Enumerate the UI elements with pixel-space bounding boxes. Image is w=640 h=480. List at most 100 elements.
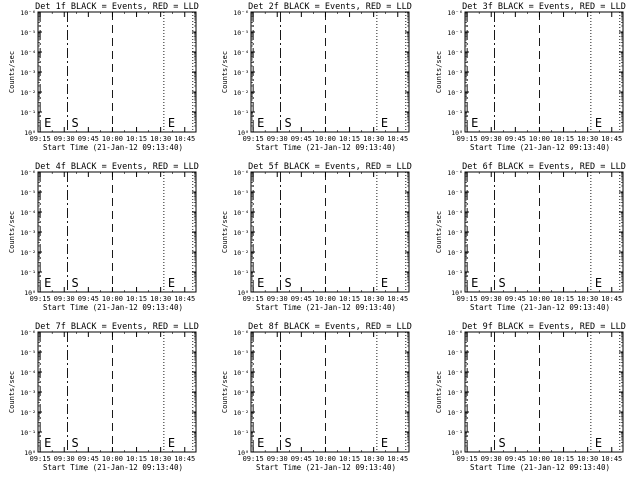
- y-tick-label: 10⁻²: [447, 249, 463, 257]
- time-marker-label: E: [257, 436, 264, 450]
- x-axis-label: Start Time (21-Jan-12 09:13:40): [470, 303, 610, 312]
- panel-det-3: Det 3f BLACK = Events, RED = LLD 10⁰ 10⁻¹ 1…: [435, 2, 626, 152]
- y-tick-label: 10⁻⁵: [20, 29, 36, 37]
- y-tick-label: 10⁻⁶: [20, 329, 36, 337]
- y-tick-label: 10⁻⁶: [20, 169, 36, 177]
- time-marker-label: S: [498, 436, 505, 450]
- plot-frame: [464, 171, 624, 293]
- y-tick-label: 10⁻³: [233, 229, 249, 237]
- time-marker-label: E: [595, 436, 602, 450]
- panel-title: Det 6f BLACK = Events, RED = LLD: [462, 162, 626, 172]
- y-tick-label: 10⁻²: [20, 89, 36, 97]
- y-tick-label: 10⁻³: [20, 229, 36, 237]
- y-tick-label: 10⁻⁵: [233, 189, 249, 197]
- time-marker-label: E: [44, 116, 51, 130]
- x-tick-label: 10:00: [315, 295, 336, 303]
- y-tick-label: 10⁻⁵: [233, 29, 249, 37]
- y-tick-label: 10⁻⁴: [20, 369, 36, 377]
- y-tick-label: 10⁰: [24, 289, 36, 297]
- y-axis-label: Counts/sec: [435, 371, 443, 413]
- y-tick-label: 10⁰: [237, 289, 249, 297]
- y-tick-label: 10⁻⁴: [447, 209, 463, 217]
- y-tick-label: 10⁻⁵: [20, 349, 36, 357]
- x-tick-label: 09:15: [30, 135, 51, 143]
- x-tick-label: 10:45: [174, 295, 195, 303]
- time-marker-label: E: [381, 436, 388, 450]
- y-tick-label: 10⁻⁴: [233, 209, 249, 217]
- x-tick-label: 10:15: [126, 135, 147, 143]
- plot-frame: [37, 331, 197, 453]
- y-tick-label: 10⁻⁶: [233, 169, 249, 177]
- y-tick-label: 10⁻⁴: [233, 369, 249, 377]
- x-tick-label: 09:15: [243, 135, 264, 143]
- x-tick-label: 09:30: [481, 455, 502, 463]
- x-tick-label: 10:00: [529, 135, 550, 143]
- y-tick-label: 10⁰: [24, 449, 36, 457]
- y-tick-label: 10⁻⁴: [20, 209, 36, 217]
- y-axis-label: Counts/sec: [8, 211, 16, 253]
- y-tick-label: 10⁻²: [20, 249, 36, 257]
- x-tick-label: 10:00: [315, 135, 336, 143]
- panel-title: Det 9f BLACK = Events, RED = LLD: [462, 322, 626, 332]
- y-tick-label: 10⁻¹: [233, 269, 249, 277]
- time-marker-label: E: [168, 116, 175, 130]
- panel-title: Det 1f BLACK = Events, RED = LLD: [35, 2, 199, 12]
- time-marker-label: S: [284, 436, 291, 450]
- y-tick-label: 10⁻¹: [447, 109, 463, 117]
- x-tick-label: 09:45: [505, 455, 526, 463]
- time-marker-label: E: [168, 436, 175, 450]
- x-tick-label: 09:30: [481, 295, 502, 303]
- time-marker-label: E: [44, 276, 51, 290]
- y-tick-label: 10⁻²: [233, 89, 249, 97]
- time-marker-label: E: [381, 276, 388, 290]
- x-tick-label: 09:45: [78, 295, 99, 303]
- y-axis-label: Counts/sec: [435, 211, 443, 253]
- x-tick-label: 09:15: [243, 455, 264, 463]
- time-marker-label: S: [284, 276, 291, 290]
- x-tick-label: 10:15: [339, 295, 360, 303]
- time-marker-label: S: [71, 436, 78, 450]
- x-tick-label: 10:15: [339, 455, 360, 463]
- panel-det-6: Det 6f BLACK = Events, RED = LLD 10⁰ 10⁻¹ 1…: [435, 162, 626, 312]
- x-tick-label: 09:45: [505, 295, 526, 303]
- x-axis-label: Start Time (21-Jan-12 09:13:40): [43, 303, 183, 312]
- x-tick-label: 10:30: [363, 455, 384, 463]
- x-tick-label: 10:45: [387, 455, 408, 463]
- time-marker-label: S: [71, 276, 78, 290]
- y-tick-label: 10⁻²: [447, 409, 463, 417]
- x-tick-label: 10:30: [577, 135, 598, 143]
- y-tick-label: 10⁻⁵: [233, 349, 249, 357]
- x-axis-label: Start Time (21-Jan-12 09:13:40): [256, 303, 396, 312]
- y-axis-label: Counts/sec: [8, 51, 16, 93]
- y-axis-label: Counts/sec: [221, 371, 229, 413]
- plot-frame: [37, 171, 197, 293]
- x-axis-label: Start Time (21-Jan-12 09:13:40): [256, 463, 396, 472]
- panel-title: Det 8f BLACK = Events, RED = LLD: [248, 322, 412, 332]
- y-tick-label: 10⁻⁴: [447, 49, 463, 57]
- plot-frame: [464, 11, 624, 133]
- panel-title: Det 5f BLACK = Events, RED = LLD: [248, 162, 412, 172]
- y-tick-label: 10⁻⁵: [447, 349, 463, 357]
- x-tick-label: 09:45: [78, 455, 99, 463]
- x-tick-label: 09:30: [267, 295, 288, 303]
- y-tick-label: 10⁻³: [447, 69, 463, 77]
- x-tick-label: 10:30: [363, 135, 384, 143]
- y-axis-label: Counts/sec: [435, 51, 443, 93]
- time-marker-label: E: [168, 276, 175, 290]
- x-tick-label: 10:45: [387, 295, 408, 303]
- x-tick-label: 09:45: [291, 455, 312, 463]
- x-tick-label: 10:45: [174, 455, 195, 463]
- x-tick-label: 10:15: [553, 455, 574, 463]
- panel-title: Det 3f BLACK = Events, RED = LLD: [462, 2, 626, 12]
- x-tick-label: 10:00: [529, 455, 550, 463]
- x-tick-label: 09:30: [54, 455, 75, 463]
- y-axis-label: Counts/sec: [221, 51, 229, 93]
- y-tick-label: 10⁻³: [447, 229, 463, 237]
- y-tick-label: 10⁻⁴: [447, 369, 463, 377]
- time-marker-label: E: [44, 436, 51, 450]
- x-tick-label: 09:30: [54, 135, 75, 143]
- x-tick-label: 09:15: [243, 295, 264, 303]
- y-tick-label: 10⁻²: [233, 409, 249, 417]
- x-tick-label: 10:30: [150, 135, 171, 143]
- plot-frame: [37, 11, 197, 133]
